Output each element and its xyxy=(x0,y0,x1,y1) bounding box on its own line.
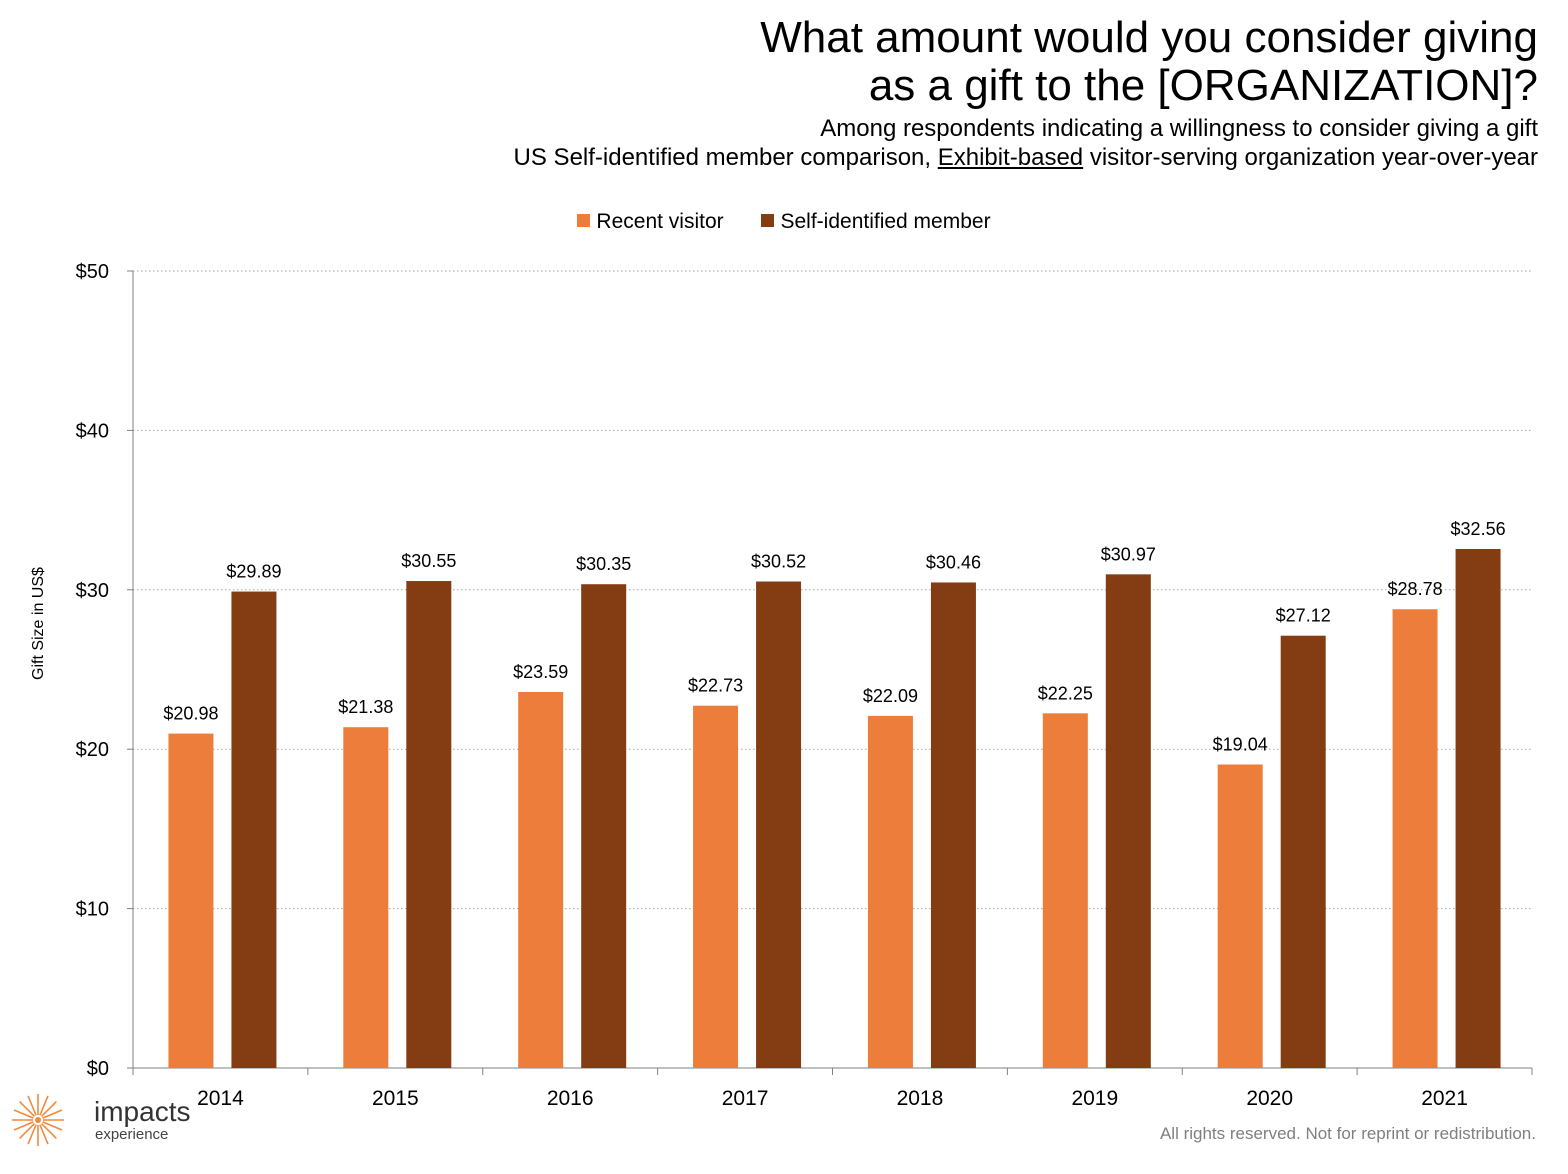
subtitle-underlined-term: Exhibit-based xyxy=(937,144,1084,171)
subtitle-prefix: US Self-identified member comparison, xyxy=(513,144,932,171)
bar-recent-visitor xyxy=(867,715,913,1068)
x-tick-label: 2017 xyxy=(722,1087,769,1110)
legend-label-member: Self-identified member xyxy=(780,210,991,233)
logo-ray xyxy=(40,1101,57,1118)
y-tick-label: $20 xyxy=(76,739,109,761)
logo-wordmark: impacts xyxy=(94,1096,191,1127)
data-label-recent-visitor: $22.25 xyxy=(1038,683,1093,703)
x-tick-label: 2018 xyxy=(897,1087,944,1110)
x-tick-label: 2020 xyxy=(1246,1087,1293,1110)
impacts-logo: impacts experience xyxy=(10,1080,190,1160)
sunburst-logo-icon xyxy=(12,1094,64,1146)
logo-ray xyxy=(19,1122,36,1139)
x-tick-label: 2019 xyxy=(1071,1087,1118,1110)
data-label-member: $27.12 xyxy=(1276,606,1331,626)
chart-title-line-1: What amount would you consider giving xyxy=(760,13,1538,62)
chart-title-block: What amount would you consider giving as… xyxy=(514,14,1538,172)
chart-title-line-2: as a gift to the [ORGANIZATION]? xyxy=(868,61,1538,110)
logo-ray xyxy=(39,1095,49,1116)
bar-member xyxy=(406,581,452,1068)
data-label-member: $30.35 xyxy=(576,554,631,574)
chart-legend: Recent visitor Self-identified member xyxy=(0,210,1568,234)
x-tick-label: 2015 xyxy=(372,1087,419,1110)
y-tick-label: $40 xyxy=(76,420,109,442)
bar-recent-visitor xyxy=(693,705,739,1068)
data-label-member: $30.52 xyxy=(751,552,806,572)
data-label-recent-visitor: $20.98 xyxy=(163,704,218,724)
logo-ray xyxy=(42,1109,63,1119)
legend-item-member: Self-identified member xyxy=(761,210,991,234)
logo-ray xyxy=(13,1121,34,1131)
logo-subtext: experience xyxy=(95,1126,169,1143)
data-label-member: $30.46 xyxy=(926,552,981,572)
chart-subtitle-line-1: Among respondents indicating a willingne… xyxy=(820,115,1538,142)
data-label-member: $30.55 xyxy=(401,551,456,571)
logo-ray xyxy=(40,1122,57,1139)
bar-recent-visitor xyxy=(168,733,214,1068)
data-label-recent-visitor: $22.73 xyxy=(688,676,743,696)
legend-swatch-recent-visitor xyxy=(577,214,591,227)
chart-subtitle-line-2: US Self-identified member comparison, Ex… xyxy=(514,143,1538,172)
subtitle-suffix: visitor-serving organization year-over-y… xyxy=(1089,144,1538,171)
bar-member xyxy=(231,591,277,1068)
logo-ray xyxy=(27,1124,37,1145)
bar-recent-visitor xyxy=(518,691,564,1068)
logo-ray xyxy=(42,1121,63,1131)
logo-ray xyxy=(39,1124,49,1145)
x-tick-label: 2021 xyxy=(1421,1087,1468,1110)
logo-ray xyxy=(27,1095,37,1116)
bar-member xyxy=(1105,574,1151,1068)
data-label-member: $29.89 xyxy=(226,562,281,582)
bar-recent-visitor xyxy=(343,727,389,1068)
bar-recent-visitor xyxy=(1392,609,1438,1068)
data-label-member: $30.97 xyxy=(1101,544,1156,564)
bar-member xyxy=(1455,548,1501,1068)
bar-member xyxy=(1280,635,1326,1068)
data-label-recent-visitor: $21.38 xyxy=(338,697,393,717)
bar-member xyxy=(756,581,802,1068)
data-label-recent-visitor: $28.78 xyxy=(1388,579,1443,599)
y-tick-label: $10 xyxy=(76,899,109,921)
bar-recent-visitor xyxy=(1042,713,1088,1068)
logo-ray xyxy=(19,1101,36,1118)
data-label-recent-visitor: $19.04 xyxy=(1213,735,1268,755)
y-tick-label: $0 xyxy=(87,1058,109,1080)
x-tick-label: 2016 xyxy=(547,1087,594,1110)
data-label-recent-visitor: $23.59 xyxy=(513,662,568,682)
bar-member xyxy=(581,584,627,1068)
footer-copyright: All rights reserved. Not for reprint or … xyxy=(1159,1124,1536,1143)
x-tick-label: 2014 xyxy=(197,1087,244,1110)
bar-member xyxy=(930,582,976,1068)
legend-label-recent-visitor: Recent visitor xyxy=(596,210,724,233)
y-tick-label: $30 xyxy=(76,580,109,602)
logo-ray xyxy=(13,1109,34,1119)
data-label-recent-visitor: $22.09 xyxy=(863,686,918,706)
bar-recent-visitor xyxy=(1217,764,1263,1068)
data-label-member: $32.56 xyxy=(1451,519,1506,539)
y-tick-label: $50 xyxy=(76,261,109,283)
legend-item-recent-visitor: Recent visitor xyxy=(577,210,724,234)
legend-swatch-member xyxy=(761,214,775,227)
